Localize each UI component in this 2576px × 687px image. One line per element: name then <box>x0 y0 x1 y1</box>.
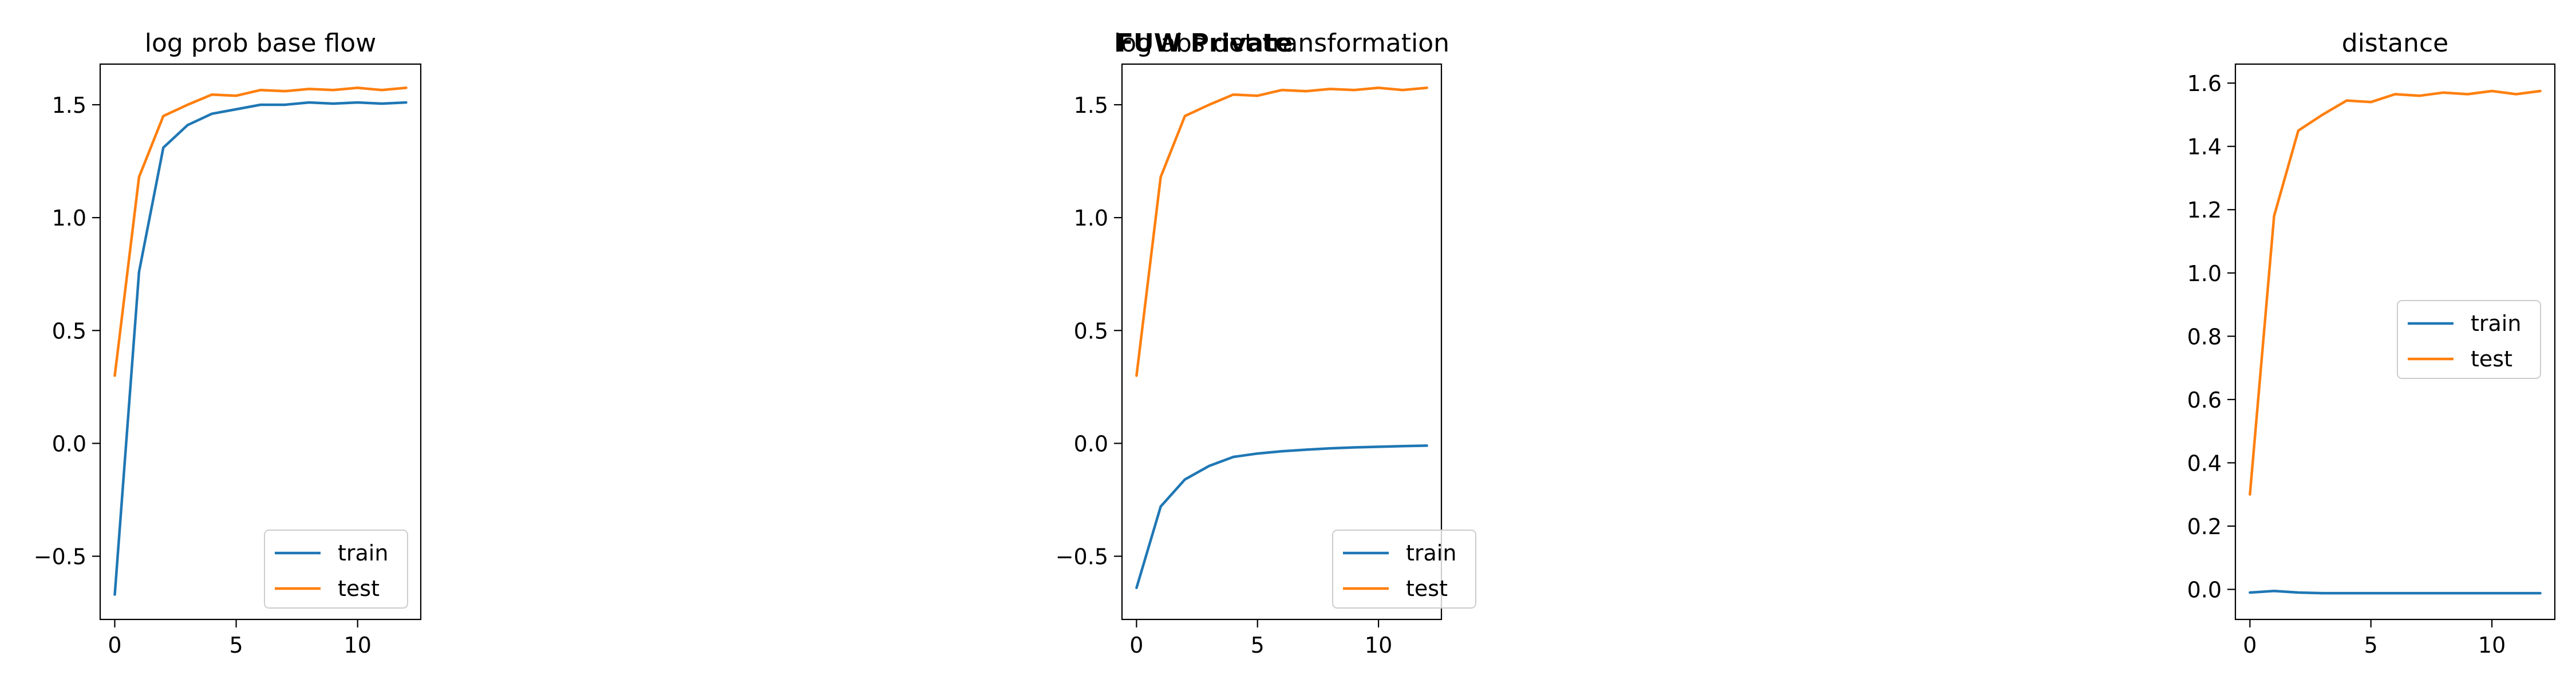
series-line-test <box>113 86 408 377</box>
chart-panel-2: log abs det transformation −0.5 0.0 0.5 1.0 1… <box>1056 29 1476 658</box>
x-tick-label: 10 <box>1365 633 1392 658</box>
y-tick-label: 1.2 <box>2187 198 2222 223</box>
x-tick-label: 5 <box>2364 633 2378 658</box>
y-tick-label: 0.0 <box>52 431 86 456</box>
legend-label-train: train <box>1406 540 1456 566</box>
chart-panel-3: distance 0.0 0.2 0.4 0.6 0.8 1.0 1.2 1.4 1.6 0 5 10 t… <box>2187 29 2556 658</box>
axes-frame <box>99 63 422 621</box>
y-tick-label: 0.0 <box>2187 577 2222 602</box>
series-line-test <box>1135 86 1428 377</box>
y-tick-label: 0.6 <box>2187 388 2222 413</box>
y-tick-label: 1.5 <box>52 93 86 118</box>
chart-panel-1: log prob base flow −0.5 0.0 0.5 1.0 1.5 0 5 10 tr… <box>34 29 422 658</box>
x-tick-label: 10 <box>344 633 372 658</box>
series-line-test <box>2249 89 2542 496</box>
x-tick-label: 0 <box>108 633 121 658</box>
y-tick-label: 0.5 <box>52 318 86 344</box>
figure-label: FUW Private <box>1116 29 1293 58</box>
y-tick-label: −0.5 <box>34 544 86 570</box>
y-tick-label: 0.5 <box>1074 318 1108 344</box>
axes-frame <box>1121 63 1443 621</box>
y-tick-label: 0.4 <box>2187 451 2222 476</box>
x-tick-label: 0 <box>2243 633 2257 658</box>
y-tick-label: 1.4 <box>2187 135 2222 160</box>
legend-label-train: train <box>338 540 388 566</box>
series-line-train <box>113 101 408 596</box>
x-tick-label: 5 <box>229 633 243 658</box>
chart-title: log abs det transformation <box>1114 29 1449 58</box>
x-tick-label: 5 <box>1251 633 1265 658</box>
y-tick-label: 0.0 <box>1074 431 1108 456</box>
chart-title: log prob base flow <box>145 29 376 58</box>
y-tick-label: −0.5 <box>1056 544 1108 570</box>
legend-label-test: test <box>2471 346 2512 372</box>
y-tick-label: 0.2 <box>2187 514 2222 539</box>
legend-label-test: test <box>1406 576 1448 601</box>
y-tick-label: 1.0 <box>1074 206 1108 231</box>
y-tick-label: 1.5 <box>1074 93 1108 118</box>
x-tick-label: 10 <box>2478 633 2506 658</box>
series-line-train <box>2249 590 2542 595</box>
x-tick-label: 0 <box>1129 633 1143 658</box>
chart-title: distance <box>2342 29 2448 58</box>
y-tick-label: 1.0 <box>2187 261 2222 286</box>
y-tick-label: 0.8 <box>2187 324 2222 349</box>
y-tick-label: 1.6 <box>2187 71 2222 96</box>
series-line-train <box>1135 444 1428 590</box>
legend-label-train: train <box>2471 311 2521 336</box>
legend-label-test: test <box>338 576 380 601</box>
y-tick-label: 1.0 <box>52 206 86 231</box>
axes-frame <box>2234 63 2556 621</box>
